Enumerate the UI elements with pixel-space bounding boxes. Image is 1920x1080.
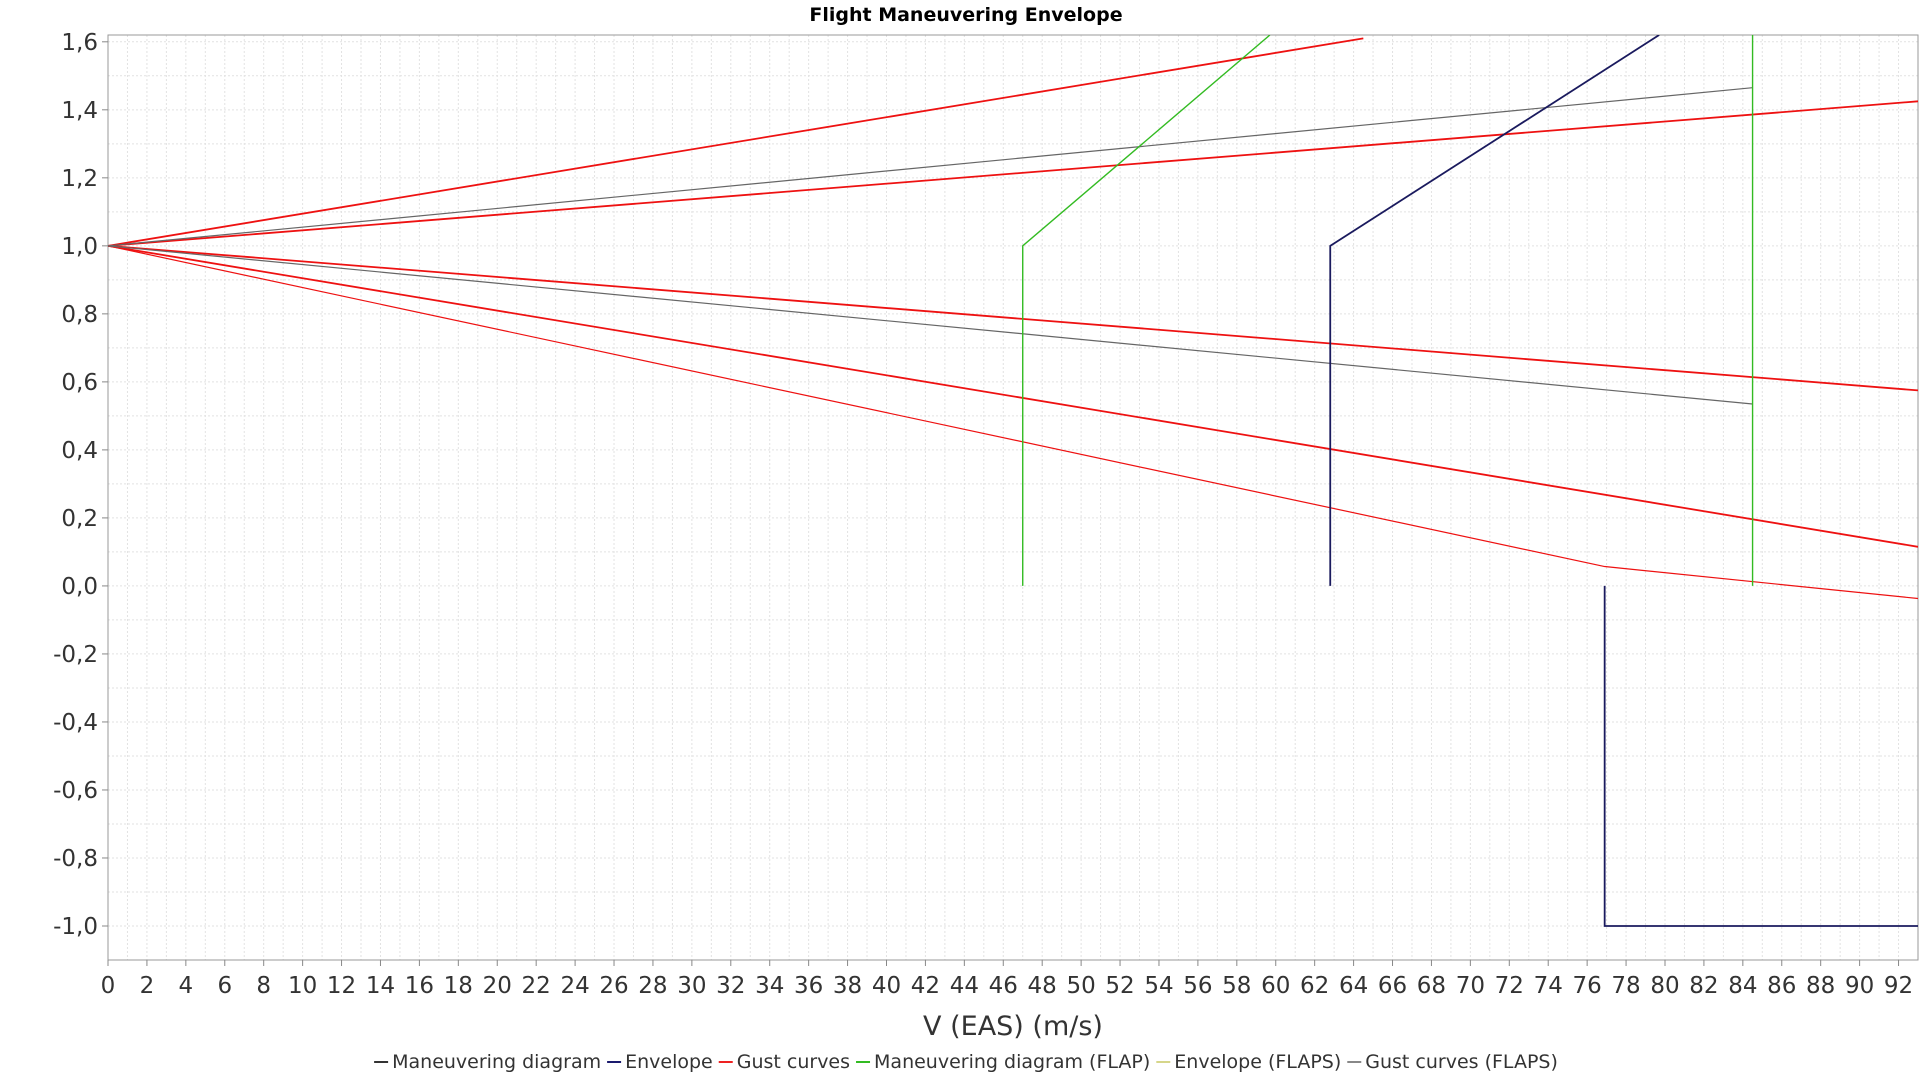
y-tick-label: -0,8 bbox=[53, 846, 98, 872]
y-tick-label: 1,0 bbox=[61, 234, 98, 260]
y-tick-label: 0,0 bbox=[61, 574, 98, 600]
x-tick-label: 2 bbox=[140, 973, 155, 999]
y-tick-label: -0,4 bbox=[53, 710, 98, 736]
legend: Maneuvering diagram Envelope Gust curves Ma… bbox=[374, 1051, 1558, 1073]
y-tick-label: -1,0 bbox=[53, 914, 98, 940]
chart-title: Flight Maneuvering Envelope bbox=[809, 4, 1122, 26]
x-tick-label: 92 bbox=[1884, 973, 1913, 999]
legend-item-label: Gust curves (FLAPS) bbox=[1365, 1051, 1558, 1073]
y-tick-label: 0,8 bbox=[61, 302, 98, 328]
series-line-gust-curves bbox=[108, 245, 1918, 600]
plot-area bbox=[107, 34, 1919, 961]
y-tick-label: 0,4 bbox=[61, 438, 98, 464]
x-tick-label: 62 bbox=[1300, 973, 1329, 999]
x-tick-label: 36 bbox=[794, 973, 823, 999]
y-tick-label: 1,2 bbox=[61, 166, 98, 192]
x-tick-label: 72 bbox=[1495, 973, 1524, 999]
axes: 0 2 4 6 8 10 12 14 16 18 20 22 24 26 28 30 32 34 36 38 40 42 4… bbox=[53, 30, 1913, 999]
y-tick-label: 1,4 bbox=[61, 98, 98, 124]
x-tick-label: 18 bbox=[444, 973, 473, 999]
x-tick-label: 34 bbox=[755, 973, 784, 999]
x-tick-label: 86 bbox=[1767, 973, 1796, 999]
x-tick-label: 82 bbox=[1689, 973, 1718, 999]
x-tick-label: 58 bbox=[1222, 973, 1251, 999]
x-tick-label: 90 bbox=[1845, 973, 1874, 999]
series-line-gust-curves bbox=[108, 37, 1364, 247]
series-line-gust-curves bbox=[108, 244, 1918, 392]
x-tick-label: 50 bbox=[1066, 973, 1095, 999]
x-tick-label: 88 bbox=[1806, 973, 1835, 999]
x-tick-label: 78 bbox=[1611, 973, 1640, 999]
x-tick-label: 70 bbox=[1456, 973, 1485, 999]
legend-item-label: Envelope bbox=[625, 1051, 713, 1073]
x-tick-label: 12 bbox=[327, 973, 356, 999]
x-tick-label: 8 bbox=[256, 973, 271, 999]
grid bbox=[107, 35, 1919, 961]
legend-item-label: Maneuvering diagram (FLAP) bbox=[874, 1051, 1150, 1073]
series-line-maneuvering-diagram-flap bbox=[1022, 35, 1271, 586]
x-tick-label: 6 bbox=[217, 973, 232, 999]
series-layer bbox=[108, 35, 1918, 927]
x-tick-label: 24 bbox=[560, 973, 589, 999]
x-tick-label: 20 bbox=[483, 973, 512, 999]
x-tick-label: 4 bbox=[179, 973, 194, 999]
x-tick-label: 10 bbox=[288, 973, 317, 999]
x-tick-label: 0 bbox=[101, 973, 116, 999]
series-line-gust-curves bbox=[108, 244, 1918, 548]
x-tick-label: 38 bbox=[833, 973, 862, 999]
legend-item-label: Maneuvering diagram bbox=[392, 1051, 601, 1073]
x-tick-label: 80 bbox=[1650, 973, 1679, 999]
x-tick-label: 16 bbox=[405, 973, 434, 999]
x-tick-label: 54 bbox=[1144, 973, 1173, 999]
legend-item-label: Envelope (FLAPS) bbox=[1174, 1051, 1341, 1073]
x-tick-label: 28 bbox=[638, 973, 667, 999]
series-line-gust-curves-flaps bbox=[108, 87, 1753, 247]
series-line-gust-curves bbox=[108, 100, 1918, 247]
series-line-envelope bbox=[1329, 35, 1660, 586]
x-tick-label: 64 bbox=[1339, 973, 1368, 999]
x-tick-label: 74 bbox=[1534, 973, 1563, 999]
x-tick-label: 40 bbox=[872, 973, 901, 999]
y-tick-label: -0,6 bbox=[53, 778, 98, 804]
x-tick-label: 26 bbox=[599, 973, 628, 999]
x-tick-label: 52 bbox=[1105, 973, 1134, 999]
series-line-envelope bbox=[1603, 585, 1918, 927]
x-tick-label: 42 bbox=[911, 973, 940, 999]
legend-item-label: Gust curves bbox=[737, 1051, 850, 1073]
x-tick-label: 84 bbox=[1728, 973, 1757, 999]
y-tick-label: 0,6 bbox=[61, 370, 98, 396]
x-tick-label: 22 bbox=[522, 973, 551, 999]
x-tick-label: 68 bbox=[1417, 973, 1446, 999]
series-group bbox=[108, 35, 1918, 927]
x-tick-label: 56 bbox=[1183, 973, 1212, 999]
x-axis-label: V (EAS) (m/s) bbox=[923, 1011, 1103, 1042]
y-tick-label: 0,2 bbox=[61, 506, 98, 532]
y-tick-label: -0,2 bbox=[53, 642, 98, 668]
x-tick-label: 48 bbox=[1028, 973, 1057, 999]
x-tick-label: 46 bbox=[989, 973, 1018, 999]
series-line-gust-curves-flaps bbox=[108, 245, 1753, 405]
x-tick-label: 44 bbox=[950, 973, 979, 999]
x-tick-label: 66 bbox=[1378, 973, 1407, 999]
x-tick-label: 30 bbox=[677, 973, 706, 999]
x-tick-label: 76 bbox=[1572, 973, 1601, 999]
x-tick-label: 14 bbox=[366, 973, 395, 999]
y-tick-label: 1,6 bbox=[61, 30, 98, 56]
x-tick-label: 32 bbox=[716, 973, 745, 999]
x-tick-label: 60 bbox=[1261, 973, 1290, 999]
